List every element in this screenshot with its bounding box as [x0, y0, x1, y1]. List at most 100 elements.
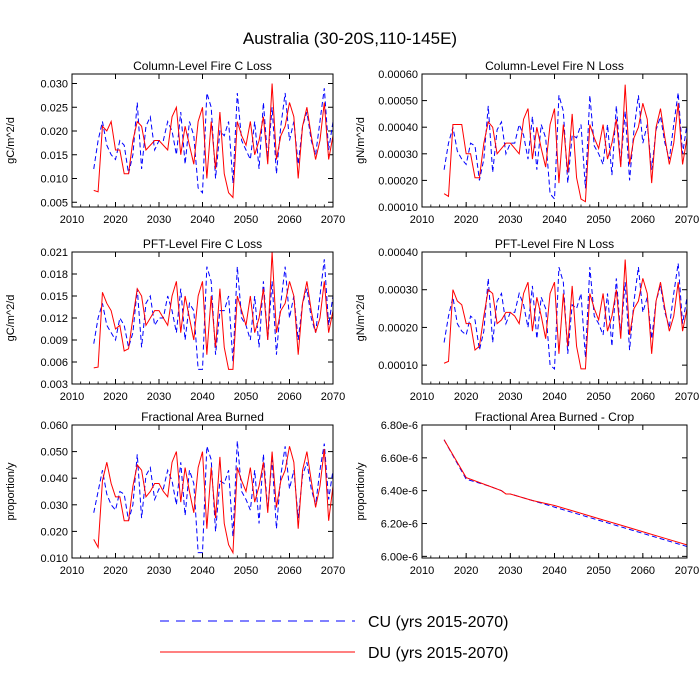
y-tick-label: 6.20e-6	[381, 519, 418, 531]
y-tick-label: 0.00030	[378, 149, 418, 161]
y-tick-label: 0.00040	[378, 247, 418, 259]
plot-frame	[71, 251, 334, 385]
x-tick-label: 2020	[454, 214, 478, 226]
series-line-du	[93, 252, 333, 370]
x-tick-label: 2030	[498, 391, 522, 403]
panel-title: Fractional Area Burned - Crop	[475, 410, 635, 424]
x-tick-label: 2050	[234, 565, 258, 577]
x-tick-label: 2010	[60, 565, 84, 577]
y-axis-label: gC/m^2/d	[5, 117, 17, 164]
x-tick-label: 2040	[190, 214, 214, 226]
y-tick-label: 0.00010	[378, 202, 418, 214]
plot-frame	[71, 424, 334, 559]
panel-title: Column-Level Fire C Loss	[133, 59, 272, 73]
y-tick-label: 0.00030	[378, 285, 418, 297]
y-axis-label: gN/m^2/d	[355, 295, 367, 342]
x-tick-label: 2070	[675, 214, 699, 226]
figure-title: Australia (30-20S,110-145E)	[243, 29, 457, 48]
plot-frame	[421, 73, 688, 208]
y-tick-label: 0.003	[40, 379, 68, 391]
plot-frame	[421, 424, 688, 559]
y-axis-label: gN/m^2/d	[355, 117, 367, 164]
x-tick-label: 2030	[498, 214, 522, 226]
y-tick-label: 0.010	[40, 174, 68, 186]
x-tick-label: 2070	[675, 391, 699, 403]
chart-panel-2: Column-Level Fire N Loss gN/m^2/d 2010 2020…	[355, 59, 699, 226]
x-tick-label: 2050	[586, 565, 610, 577]
y-tick-label: 0.020	[40, 126, 68, 138]
x-tick-label: 2010	[410, 391, 434, 403]
x-tick-label: 2050	[586, 391, 610, 403]
y-axis-label: proportion/y	[355, 462, 367, 521]
y-tick-label: 0.025	[40, 102, 68, 114]
series-line-du	[93, 446, 333, 555]
legend-label-cu: CU (yrs 2015-2070)	[368, 614, 509, 631]
x-tick-label: 2070	[321, 391, 345, 403]
y-axis-label: proportion/y	[5, 462, 17, 521]
series-line-cu	[93, 259, 333, 370]
x-tick-label: 2040	[190, 565, 214, 577]
y-tick-label: 0.00050	[378, 96, 418, 108]
panel-title: PFT-Level Fire C Loss	[143, 237, 262, 251]
y-tick-label: 0.021	[40, 247, 68, 259]
plot-frame	[421, 251, 688, 385]
x-tick-label: 2050	[234, 391, 258, 403]
x-tick-label: 2030	[498, 565, 522, 577]
x-tick-label: 2010	[60, 214, 84, 226]
x-tick-label: 2070	[321, 565, 345, 577]
x-tick-label: 2060	[631, 214, 655, 226]
y-tick-label: 6.00e-6	[381, 551, 418, 563]
series-line-cu	[443, 439, 687, 547]
y-tick-label: 0.060	[40, 420, 68, 432]
chart-panel-6: Fractional Area Burned - Crop proportion/…	[355, 410, 699, 577]
x-tick-label: 2020	[103, 214, 127, 226]
series-line-du	[443, 259, 687, 370]
y-tick-label: 0.030	[40, 79, 68, 91]
y-tick-label: 6.60e-6	[381, 453, 418, 465]
y-tick-label: 0.00040	[378, 122, 418, 134]
y-tick-label: 0.030	[40, 500, 68, 512]
panel-title: Column-Level Fire N Loss	[485, 59, 624, 73]
x-tick-label: 2030	[147, 214, 171, 226]
x-tick-label: 2040	[542, 565, 566, 577]
y-tick-label: 0.012	[40, 313, 68, 325]
y-tick-label: 6.40e-6	[381, 486, 418, 498]
y-tick-label: 0.006	[40, 357, 68, 369]
x-tick-label: 2030	[147, 565, 171, 577]
chart-panel-1: Column-Level Fire C Loss gC/m^2/d 2010 2020…	[5, 59, 345, 226]
y-tick-label: 0.00020	[378, 322, 418, 334]
x-tick-label: 2020	[454, 565, 478, 577]
x-tick-label: 2060	[631, 565, 655, 577]
x-tick-label: 2040	[190, 391, 214, 403]
x-tick-label: 2020	[103, 565, 127, 577]
x-tick-label: 2020	[103, 391, 127, 403]
x-tick-label: 2060	[631, 391, 655, 403]
panels-group: Column-Level Fire C Loss gC/m^2/d 2010 2020…	[5, 59, 699, 577]
panel-title: Fractional Area Burned	[141, 410, 264, 424]
chart-panel-4: PFT-Level Fire N Loss gN/m^2/d 2010 2020 203…	[355, 237, 699, 403]
y-tick-label: 0.00060	[378, 69, 418, 81]
plot-frame	[71, 73, 334, 208]
x-tick-label: 2040	[542, 214, 566, 226]
series-line-du	[443, 439, 687, 546]
y-axis-label: gC/m^2/d	[5, 295, 17, 342]
x-tick-label: 2010	[410, 565, 434, 577]
x-tick-label: 2010	[410, 214, 434, 226]
x-tick-label: 2060	[277, 214, 301, 226]
y-tick-label: 0.00010	[378, 360, 418, 372]
x-tick-label: 2050	[234, 214, 258, 226]
legend-label-du: DU (yrs 2015-2070)	[368, 645, 509, 662]
x-tick-label: 2060	[277, 391, 301, 403]
panel-title: PFT-Level Fire N Loss	[495, 237, 614, 251]
y-tick-label: 0.015	[40, 291, 68, 303]
y-tick-label: 0.009	[40, 335, 68, 347]
x-tick-label: 2050	[586, 214, 610, 226]
x-tick-label: 2020	[454, 391, 478, 403]
y-tick-label: 6.80e-6	[381, 420, 418, 432]
x-tick-label: 2060	[277, 565, 301, 577]
y-tick-label: 0.005	[40, 197, 68, 209]
x-tick-label: 2070	[321, 214, 345, 226]
chart-panel-3: PFT-Level Fire C Loss gC/m^2/d 2010 2020 203…	[5, 237, 345, 403]
y-tick-label: 0.018	[40, 269, 68, 281]
